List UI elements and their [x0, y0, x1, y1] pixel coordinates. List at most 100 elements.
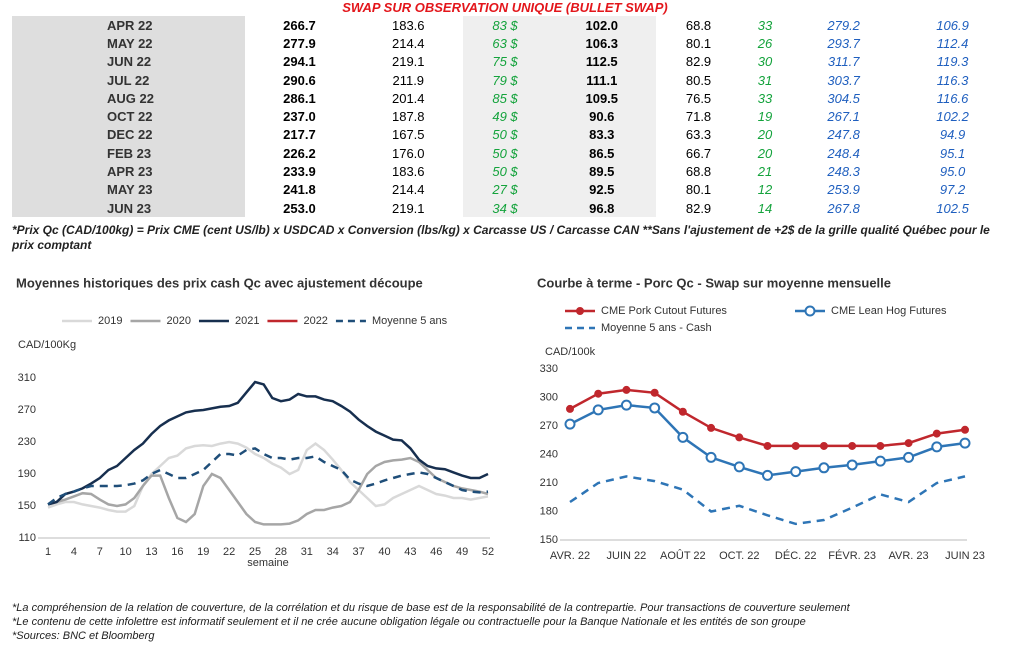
table-cell: 214.4	[391, 182, 425, 198]
table-cell: 176.0	[391, 145, 425, 161]
table-row: OCT 22 237.0 187.8 49 $90.6 71.8 19 267.1 102.2	[12, 107, 1007, 126]
series-line	[47, 447, 489, 506]
table-cell: 75 $	[462, 52, 548, 71]
table-row: AUG 22 286.1 201.4 85 $109.5 76.5 33 304.5 116.…	[12, 89, 1007, 108]
table-cell: 80.1	[685, 35, 712, 51]
table-cell: 211.9	[392, 72, 425, 88]
y-tick-label: 270	[18, 404, 36, 416]
point	[874, 455, 886, 467]
y-tick-label: 270	[540, 420, 558, 432]
table-cell: 233.9	[283, 164, 316, 180]
table-cell: OCT 22	[12, 107, 245, 126]
table-cell: 241.8	[283, 182, 316, 198]
table-cell: 33	[757, 90, 773, 106]
table-cell: 102.0	[547, 16, 657, 35]
legend-marker	[576, 307, 584, 315]
point	[819, 441, 828, 450]
point	[733, 461, 745, 473]
table-cell: 79 $	[462, 70, 548, 90]
table-cell: JUL 22	[12, 70, 245, 90]
table-cell: 290.6	[283, 72, 316, 88]
chart-title: Courbe à terme - Porc Qc - Swap sur moye…	[537, 275, 891, 290]
x-tick-label: 13	[145, 546, 157, 558]
table-cell: 102.5	[936, 200, 969, 216]
charts: Moyennes historiques des prix cash Qc av…	[16, 275, 985, 568]
table-cell: 20	[757, 145, 773, 161]
table-cell: FEB 23	[12, 144, 245, 163]
x-tick-label: 1	[45, 546, 51, 558]
table-cell: 30	[757, 54, 773, 70]
x-tick-label: 52	[482, 546, 494, 558]
point	[932, 429, 941, 438]
series-line	[47, 456, 489, 526]
legend-label: 2022	[303, 315, 327, 327]
table-cell: 294.1	[283, 54, 316, 70]
y-tick-label: 240	[540, 448, 558, 460]
note: *Sources: BNC et Bloomberg	[12, 630, 155, 642]
x-tick-label: 37	[352, 546, 364, 558]
table-cell: 94.9	[939, 127, 966, 143]
table-cell: 266.7	[283, 17, 316, 33]
table-cell: 286.1	[283, 90, 316, 106]
point	[961, 425, 969, 434]
table-cell: 92.5	[547, 180, 657, 199]
table-cell: 80.5	[685, 72, 712, 88]
table-cell: 95.0	[939, 164, 966, 180]
point	[649, 402, 661, 414]
x-tick-label: 46	[430, 546, 442, 558]
table-cell: 201.4	[391, 90, 425, 106]
table-cell: 219.1	[391, 200, 425, 216]
point	[790, 466, 802, 478]
table-cell: 86.5	[547, 144, 657, 163]
table-cell: 116.3	[936, 72, 969, 88]
table-cell: 50 $	[462, 125, 548, 145]
x-tick-label: 40	[378, 546, 390, 558]
series-line	[47, 440, 489, 513]
series-line	[569, 403, 966, 477]
table-cell: 49 $	[462, 107, 548, 126]
table-cell: APR 23	[12, 162, 245, 181]
table-cell: 219.1	[391, 54, 425, 70]
x-tick-label: OCT. 22	[719, 550, 759, 562]
y-axis-label: CAD/100k	[545, 346, 596, 358]
table-cell: 31	[757, 72, 773, 88]
y-tick-label: 230	[18, 436, 36, 448]
legend-label: Moyenne 5 ans	[372, 315, 448, 327]
point	[876, 441, 885, 450]
point	[762, 469, 773, 481]
legend-label: CME Pork Cutout Futures	[601, 305, 727, 317]
y-tick-label: 190	[18, 468, 36, 480]
x-tick-label: 10	[120, 546, 132, 558]
table-cell: 253.9	[827, 182, 860, 198]
table-cell: 183.6	[391, 17, 425, 33]
x-tick-label: 43	[404, 546, 416, 558]
x-tick-label: AVR. 23	[888, 550, 928, 562]
x-tick-label: 4	[71, 546, 77, 558]
legend-label: Moyenne 5 ans - Cash	[601, 322, 712, 334]
table-cell: 311.7	[827, 54, 860, 70]
table-cell: 63.3	[685, 127, 712, 143]
x-tick-label: JUIN 23	[945, 550, 985, 562]
table-cell: 303.7	[827, 72, 860, 88]
table-cell: 187.8	[391, 109, 425, 125]
point	[931, 441, 943, 453]
x-tick-label: JUIN 22	[607, 550, 647, 562]
x-tick-label: 34	[327, 546, 339, 558]
table-cell: 71.8	[685, 109, 712, 125]
table-cell: 277.9	[283, 35, 316, 51]
table-cell: 106.3	[547, 34, 657, 53]
table-cell: APR 22	[12, 16, 245, 35]
table-cell: 248.3	[827, 164, 860, 180]
legend-label: 2021	[235, 315, 259, 327]
y-tick-label: 150	[18, 500, 36, 512]
table-cell: 267.1	[827, 109, 860, 125]
point	[566, 404, 574, 413]
table-cell: 106.9	[936, 17, 969, 33]
table-cell: 82.9	[685, 54, 712, 70]
swap-table: APR 22 266.7 183.6 83 $102.0 68.8 33 279.2 106.…	[12, 16, 1007, 218]
table-row: JUN 23 253.0 219.1 34 $96.8 82.9 14 267.8 102.5	[12, 198, 1007, 218]
table-cell: 119.3	[936, 54, 969, 70]
table-cell: 33	[757, 17, 773, 33]
table-cell: MAY 22	[12, 34, 245, 53]
